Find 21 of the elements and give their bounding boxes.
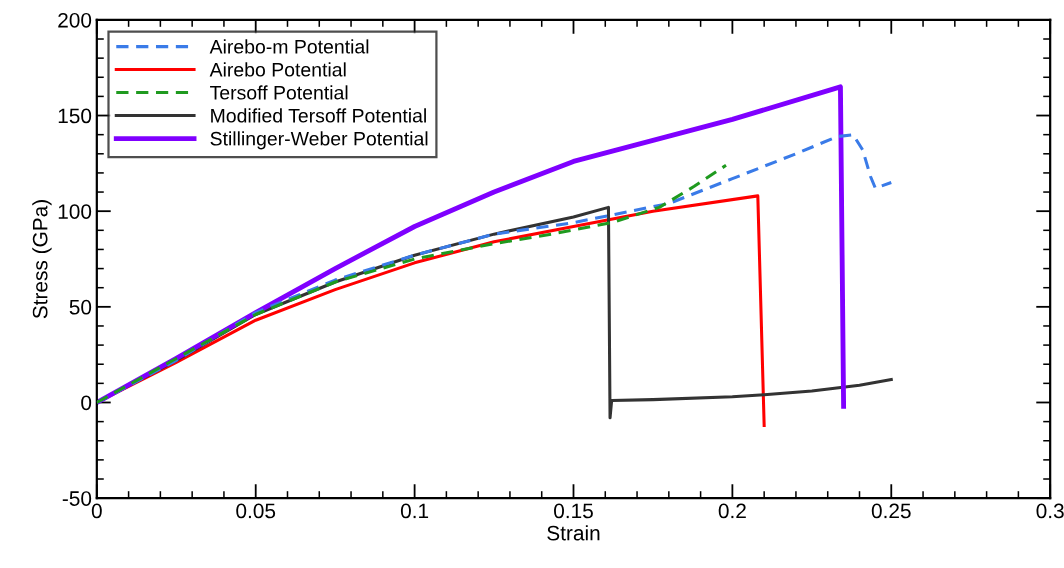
y-tick-label: 100: [58, 204, 92, 219]
legend-label: Stillinger-Weber Potential: [210, 131, 428, 150]
y-tick-label: 0: [81, 395, 92, 411]
y-tick-label: -50: [62, 491, 92, 506]
x-tick-label: 0.15: [554, 503, 593, 519]
y-tick-label: 200: [58, 12, 92, 28]
legend-label: Tersoff Potential: [210, 85, 348, 100]
x-axis-title: Strain: [547, 525, 600, 541]
x-tick-label: 0.3: [1036, 503, 1064, 519]
x-tick-label: 0: [91, 503, 102, 519]
y-tick-label: 150: [58, 108, 92, 124]
x-tick-label: 0.2: [718, 503, 746, 519]
line-series: [96, 163, 728, 405]
legend-label: Airebo-m Potential: [209, 39, 369, 54]
legend-label: Modified Tersoff Potential: [211, 108, 426, 123]
x-tick-label: 0.05: [236, 503, 276, 519]
x-tick-label: 0.1: [400, 503, 429, 519]
x-tick-label: 0.25: [871, 503, 911, 519]
y-axis-title: Stress (GPa): [32, 200, 52, 319]
y-tick-label: 50: [69, 299, 92, 315]
legend-label: Airebo Potential: [209, 62, 346, 77]
